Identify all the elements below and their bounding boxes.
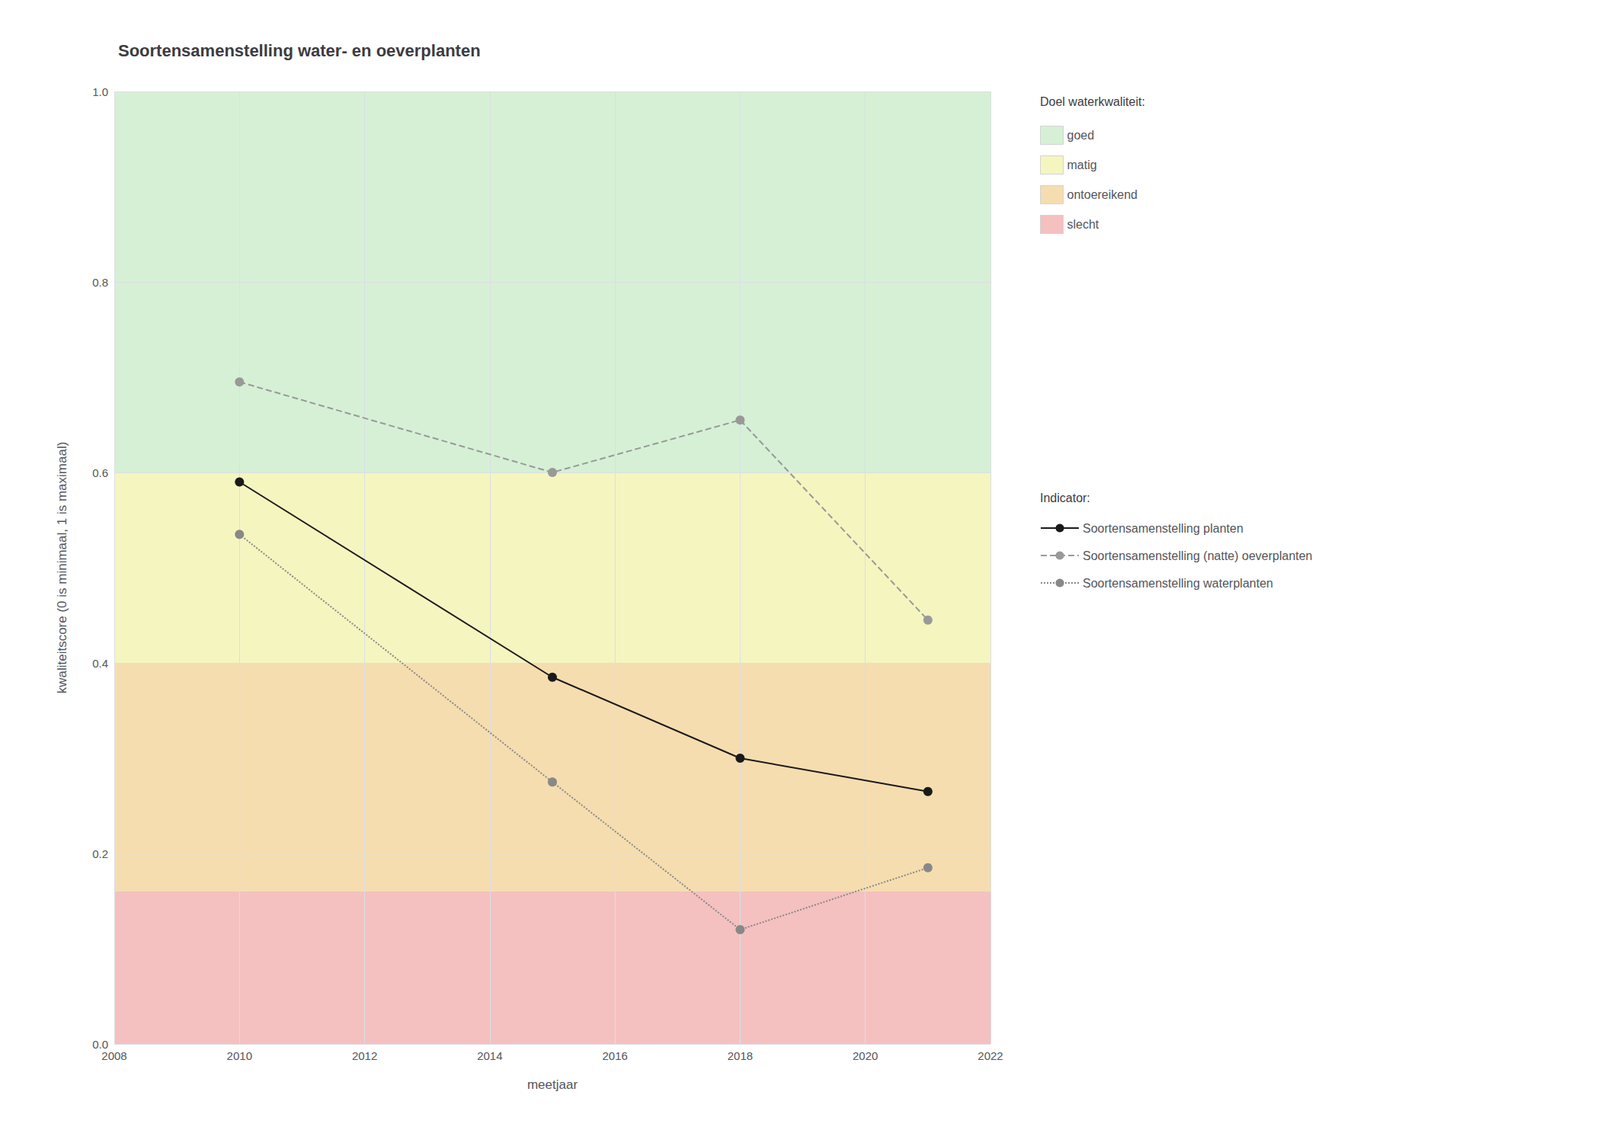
svg-text:goed: goed xyxy=(1067,128,1095,142)
svg-text:kwaliteitscore (0 is minimaal,: kwaliteitscore (0 is minimaal, 1 is maxi… xyxy=(54,441,70,695)
svg-text:ontoereikend: ontoereikend xyxy=(1067,188,1139,202)
svg-text:0.6: 0.6 xyxy=(92,466,109,480)
svg-text:Soortensamenstelling planten: Soortensamenstelling planten xyxy=(1082,521,1244,535)
svg-text:Soortensamenstelling water- en: Soortensamenstelling water- en oeverplan… xyxy=(118,41,481,61)
svg-text:0.8: 0.8 xyxy=(92,275,109,289)
svg-text:0.0: 0.0 xyxy=(92,1037,109,1051)
svg-text:Indicator:: Indicator: xyxy=(1040,491,1091,505)
svg-text:2022: 2022 xyxy=(977,1049,1003,1063)
svg-text:2014: 2014 xyxy=(476,1049,503,1063)
svg-text:matig: matig xyxy=(1067,158,1098,172)
svg-text:Soortensamenstelling (natte) o: Soortensamenstelling (natte) oeverplante… xyxy=(1082,549,1313,563)
svg-text:2018: 2018 xyxy=(727,1049,753,1063)
svg-text:Doel waterkwaliteit:: Doel waterkwaliteit: xyxy=(1040,95,1146,109)
svg-text:1.0: 1.0 xyxy=(92,85,109,99)
svg-text:2012: 2012 xyxy=(352,1049,378,1063)
svg-text:0.2: 0.2 xyxy=(92,847,109,861)
svg-text:Soortensamenstelling waterplan: Soortensamenstelling waterplanten xyxy=(1082,576,1274,590)
svg-text:2020: 2020 xyxy=(852,1049,878,1063)
svg-text:0.4: 0.4 xyxy=(92,656,109,670)
svg-text:2008: 2008 xyxy=(101,1049,127,1063)
svg-text:2010: 2010 xyxy=(227,1049,253,1063)
svg-text:2016: 2016 xyxy=(601,1049,628,1063)
svg-text:meetjaar: meetjaar xyxy=(527,1077,578,1092)
svg-text:slecht: slecht xyxy=(1067,217,1100,231)
